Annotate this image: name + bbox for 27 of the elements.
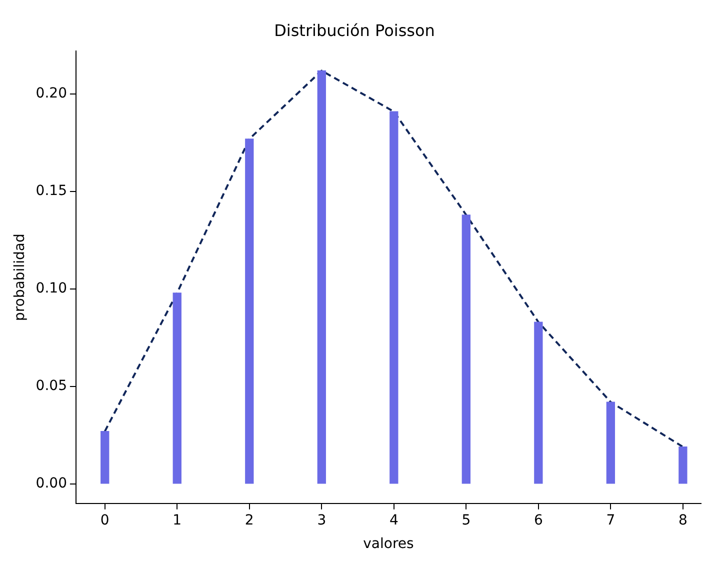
y-tick-label: 0.05 — [36, 378, 67, 394]
x-tick-label: 1 — [172, 512, 182, 528]
y-tick-label: 0.00 — [36, 476, 67, 492]
bar — [172, 292, 182, 484]
x-tick-label: 2 — [244, 512, 254, 528]
y-axis-title: probabilidad — [12, 234, 28, 321]
line-series — [104, 70, 684, 448]
bar — [606, 402, 616, 484]
x-axis-title: valores — [363, 536, 414, 552]
x-tick-label: 3 — [317, 512, 326, 528]
x-tick-label: 4 — [389, 512, 398, 528]
bar — [462, 214, 470, 484]
bar — [100, 430, 110, 484]
bar — [245, 138, 254, 484]
bar — [317, 70, 326, 484]
y-tick-label: 0.20 — [36, 86, 67, 102]
bar — [390, 111, 398, 484]
x-tick-label: 5 — [462, 512, 471, 528]
y-tick-label: 0.15 — [36, 183, 67, 200]
y-tick-label: 0.10 — [36, 280, 67, 297]
chart-title: Distribución Poisson — [274, 20, 435, 40]
bar — [534, 322, 543, 484]
x-tick-label: 0 — [100, 512, 110, 528]
bar — [678, 446, 688, 484]
x-tick-label: 7 — [606, 512, 616, 528]
x-tick-label: 8 — [678, 512, 688, 528]
x-tick-label: 6 — [534, 512, 543, 528]
